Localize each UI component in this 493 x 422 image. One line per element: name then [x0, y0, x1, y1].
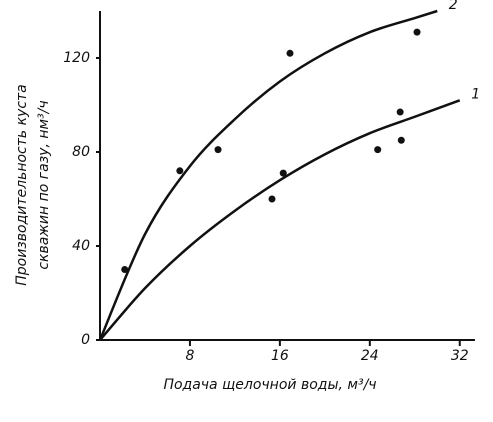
- data-point: [286, 49, 294, 57]
- x-tick-label: 16: [271, 348, 289, 364]
- x-tick-label: 32: [451, 348, 469, 364]
- curve: [98, 9, 438, 341]
- data-point: [396, 108, 404, 116]
- y-tick-label: 120: [63, 50, 90, 66]
- curve: [99, 99, 461, 341]
- data-point: [121, 266, 129, 273]
- y-tick-label: 40: [72, 238, 90, 254]
- curve-label: 2: [449, 0, 458, 13]
- curve-label: 1: [471, 86, 480, 102]
- y-tick-label: 80: [72, 144, 90, 160]
- data-point: [214, 146, 222, 154]
- y-axis-label: Производительность куста: [14, 84, 30, 286]
- data-point: [397, 136, 405, 144]
- data-point: [279, 169, 287, 177]
- data-point: [413, 28, 421, 36]
- x-axis-label: Подача щелочной воды, м³/ч: [163, 377, 376, 393]
- y-axis-label: скважин по газу, нм³/ч: [36, 100, 52, 269]
- data-point: [176, 167, 184, 175]
- y-tick-label: 0: [81, 332, 90, 348]
- x-tick-label: 8: [185, 348, 194, 364]
- data-point: [374, 146, 382, 154]
- data-point: [268, 195, 276, 203]
- x-tick-label: 24: [361, 348, 379, 364]
